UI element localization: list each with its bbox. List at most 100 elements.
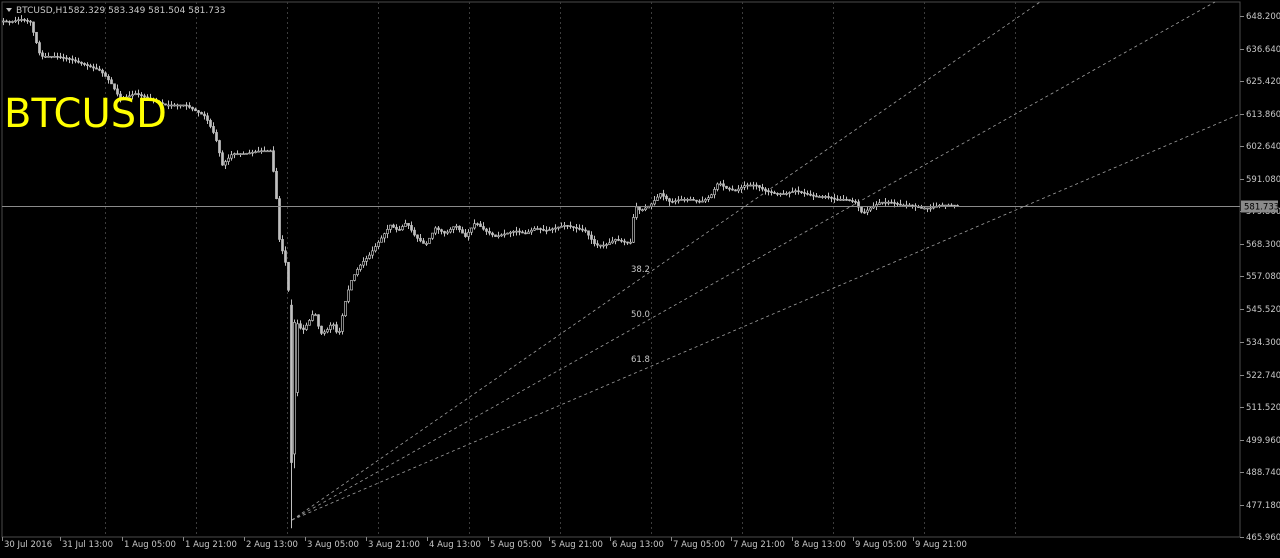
candle-body <box>210 120 212 126</box>
candle-body <box>63 57 65 58</box>
candle-body <box>351 280 353 290</box>
candle-body <box>594 239 596 243</box>
candle-body <box>396 227 398 229</box>
candle-body <box>186 105 188 106</box>
candle-body <box>888 202 890 203</box>
candle-body <box>612 241 614 243</box>
candle-body <box>600 245 602 246</box>
candle-body <box>630 242 632 243</box>
candle-body <box>945 205 947 206</box>
candle-body <box>636 207 638 217</box>
collapse-triangle-icon[interactable] <box>6 8 12 12</box>
candle-body <box>456 226 458 227</box>
candle-body <box>720 184 722 185</box>
candle-body <box>108 76 110 79</box>
candle-body <box>780 194 782 195</box>
candle-body <box>651 204 653 206</box>
candle-body <box>387 229 389 233</box>
candle-body <box>201 112 203 114</box>
candle-body <box>771 192 773 193</box>
y-tick-label-13: 499.960 <box>1246 436 1280 446</box>
candle-body <box>195 109 197 111</box>
x-tick-label-6: 3 Aug 21:00 <box>368 540 420 550</box>
candle-body <box>294 322 296 454</box>
ohlc-values: 582.329 583.349 581.504 581.733 <box>68 6 225 16</box>
candle-body <box>51 56 53 57</box>
candle-body <box>894 203 896 204</box>
candle-body <box>72 59 74 60</box>
candle-body <box>792 192 794 193</box>
candle-body <box>471 228 473 232</box>
candle-body <box>804 192 806 193</box>
candle-body <box>690 199 692 200</box>
candle-body <box>474 224 476 228</box>
candle-body <box>204 114 206 116</box>
candle-body <box>315 315 317 316</box>
candle-body <box>174 105 176 106</box>
candle-body <box>381 238 383 242</box>
fibonacci-fan[interactable]: 38.250.061.8 <box>292 2 1240 520</box>
candle-body <box>84 63 86 64</box>
candle-body <box>420 238 422 241</box>
candle-body <box>318 315 320 326</box>
candle-body <box>555 228 557 229</box>
candle-body <box>336 325 338 332</box>
candle-body <box>633 217 635 242</box>
candle-body <box>744 186 746 188</box>
candle-body <box>624 241 626 242</box>
candle-body <box>264 151 266 152</box>
candle-body <box>285 251 287 262</box>
candle-body <box>222 153 224 165</box>
y-tick-label-2: 625.420 <box>1246 77 1280 87</box>
candle-body <box>33 22 35 32</box>
candle-body <box>846 199 848 200</box>
candle-body <box>801 192 803 193</box>
fan-ray-2 <box>292 114 1240 520</box>
candle-body <box>711 195 713 198</box>
candle-body <box>867 210 869 212</box>
candle-body <box>96 68 98 69</box>
x-tick-label-13: 8 Aug 13:00 <box>794 540 846 550</box>
candle-body <box>510 232 512 233</box>
candle-body <box>15 21 17 22</box>
candle-body <box>639 207 641 210</box>
candle-body <box>573 227 575 228</box>
candle-body <box>306 325 308 329</box>
candle-body <box>933 207 935 208</box>
candle-body <box>366 258 368 261</box>
candle-body <box>870 208 872 210</box>
candle-body <box>585 230 587 231</box>
candle-body <box>300 324 302 328</box>
candle-body <box>36 32 38 42</box>
fan-level-label-2: 61.8 <box>631 355 650 365</box>
x-tick-label-5: 3 Aug 05:00 <box>307 540 359 550</box>
candle-body <box>924 208 926 209</box>
candle-body <box>372 251 374 255</box>
candle-body <box>342 316 344 332</box>
candle-body <box>417 235 419 238</box>
candle-body <box>297 324 299 393</box>
candle-body <box>489 231 491 233</box>
candle-body <box>762 187 764 189</box>
candle-body <box>795 191 797 192</box>
candle-body <box>735 190 737 191</box>
candle-body <box>927 208 929 209</box>
candle-body <box>852 201 854 202</box>
candle-body <box>438 228 440 230</box>
candle-body <box>429 238 431 243</box>
candle-body <box>906 205 908 206</box>
candle-body <box>498 236 500 237</box>
candle-body <box>435 228 437 233</box>
candle-body <box>540 229 542 230</box>
x-tick-label-12: 7 Aug 21:00 <box>733 540 785 550</box>
candle-body <box>282 239 284 250</box>
candle-body <box>102 70 104 73</box>
candle-body <box>48 56 50 57</box>
candle-body <box>549 230 551 231</box>
candle-body <box>843 199 845 200</box>
candle-body <box>225 162 227 165</box>
candle-body <box>723 184 725 186</box>
candle-body <box>345 301 347 315</box>
